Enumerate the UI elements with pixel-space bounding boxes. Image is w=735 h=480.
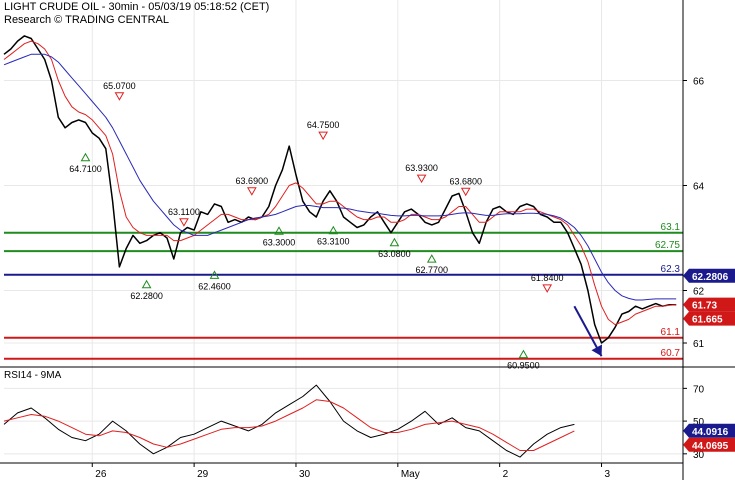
annotation-label: 64.7500 — [307, 120, 340, 130]
low-marker — [209, 270, 220, 279]
annotation-label: 61.8400 — [531, 273, 564, 283]
annotation-label: 63.6800 — [449, 176, 482, 186]
low-marker — [80, 152, 91, 162]
price-tag-box — [683, 423, 735, 438]
annotation-label: 62.4600 — [198, 281, 231, 291]
price-tag: 62.2806 — [683, 268, 735, 283]
levels: 63.1 62.75 62.3 61.1 60.7 — [4, 222, 683, 360]
level-label: 60.7 — [661, 348, 681, 359]
price-tag-label: 61.665 — [692, 315, 723, 326]
annotation-label: 63.3000 — [263, 237, 296, 247]
x-tick-label: 3 — [605, 469, 611, 480]
price-tag-label: 44.0916 — [692, 427, 729, 438]
level-label: 62.3 — [661, 264, 681, 275]
low-marker — [141, 279, 152, 289]
annotation-low: 60.9500 — [507, 349, 540, 371]
low-marker — [328, 225, 339, 235]
x-tick-label: 2 — [503, 469, 509, 480]
grid — [4, 0, 683, 462]
low-marker — [389, 237, 400, 247]
annotation-high: 63.9300 — [405, 163, 438, 184]
annotation-label: 65.0700 — [103, 81, 136, 91]
price-tag: 61.73 — [683, 297, 735, 312]
price-tag-box — [683, 268, 735, 283]
x-tick-label: May — [401, 469, 420, 480]
price-tag-label: 44.0695 — [692, 441, 729, 452]
price-tag-label: 62.2806 — [692, 272, 729, 283]
price-tags: 62.2806 61.73 61.665 44.0916 44.0695 — [683, 268, 735, 452]
annotation-low: 62.2800 — [130, 279, 163, 301]
annotation-label: 60.9500 — [507, 361, 540, 371]
rsi-panel: RSI14 - 9MA — [3, 370, 683, 458]
low-marker — [518, 349, 529, 359]
annotation-label: 63.1100 — [168, 207, 200, 217]
annotation-low: 63.3000 — [263, 226, 296, 247]
annotation-high: 65.0700 — [103, 81, 136, 101]
y-tick-label: 66 — [693, 77, 705, 88]
price-tag: 61.665 — [683, 311, 735, 326]
annotation-label: 64.7100 — [69, 164, 102, 174]
high-marker — [246, 187, 257, 196]
ma_fast-line — [3, 40, 677, 326]
annotations: 65.0700 64.7100 64.7500 63.1100 63.6900 62.28… — [69, 81, 563, 371]
forecast-arrow-head — [591, 344, 603, 357]
price-series — [3, 35, 677, 357]
annotation-label: 62.2800 — [130, 291, 163, 301]
annotation-high: 63.1100 — [168, 207, 200, 227]
annotation-high: 63.6900 — [236, 176, 269, 196]
y-tick-label: 61 — [693, 339, 705, 350]
level-label: 62.75 — [655, 240, 680, 251]
high-marker — [542, 284, 553, 293]
annotation-low: 64.7100 — [69, 152, 102, 174]
price-tag-label: 61.73 — [692, 301, 717, 312]
level-label: 61.1 — [661, 327, 681, 338]
rsi-rsi14-line — [3, 384, 575, 458]
low-marker — [274, 226, 284, 235]
main-panel — [4, 0, 683, 364]
y-tick-label: 64 — [693, 182, 705, 193]
annotation-label: 63.6900 — [236, 176, 269, 186]
rsi-y-tick-label: 50 — [693, 417, 705, 428]
ma_slow-line — [3, 53, 677, 301]
rsi-title: RSI14 - 9MA — [4, 370, 62, 381]
annotation-low: 62.4600 — [198, 270, 231, 291]
x-tick-label: 29 — [197, 469, 209, 480]
annotation-high: 63.6800 — [449, 176, 482, 197]
price-tag-box — [683, 311, 735, 326]
annotation-label: 63.3100 — [317, 237, 350, 247]
rsi-price-tag: 44.0695 — [683, 437, 735, 452]
annotation-label: 63.0800 — [378, 249, 411, 259]
price-line — [3, 35, 677, 344]
price-tag-box — [683, 297, 735, 312]
high-marker — [114, 92, 125, 101]
rsi-price-tag: 44.0916 — [683, 423, 735, 438]
annotation-high: 64.7500 — [307, 120, 340, 141]
rsi-y-tick-label: 30 — [693, 450, 705, 461]
chart-credit: Research © TRADING CENTRAL — [4, 14, 169, 26]
y-tick-label: 62 — [693, 287, 705, 298]
rsi-9ma-line — [3, 399, 575, 451]
annotation-label: 63.9300 — [405, 163, 438, 173]
level-label: 63.1 — [661, 222, 681, 233]
high-marker — [179, 218, 189, 227]
high-marker — [318, 131, 328, 141]
low-marker — [426, 254, 437, 263]
x-tick-label: 30 — [299, 469, 311, 480]
high-marker — [460, 187, 471, 197]
annotation-low: 63.0800 — [378, 237, 411, 259]
rsi-y-tick-label: 70 — [693, 384, 705, 395]
chart-title: LIGHT CRUDE OIL - 30min - 05/03/19 05:18… — [4, 1, 270, 13]
annotation-low: 63.3100 — [317, 225, 350, 247]
annotation-label: 62.7700 — [415, 265, 448, 275]
high-marker — [416, 174, 427, 184]
annotation-high: 61.8400 — [531, 273, 564, 293]
price-tag-box — [683, 437, 735, 452]
x-tick-label: 26 — [95, 469, 107, 480]
annotation-low: 62.7700 — [415, 254, 448, 275]
